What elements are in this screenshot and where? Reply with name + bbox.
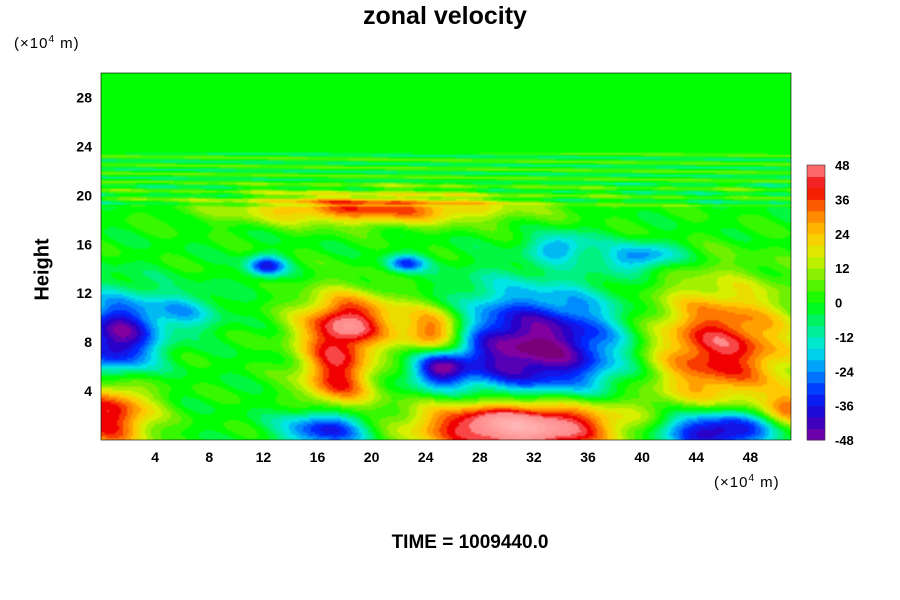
- x-tick-label: 24: [418, 449, 434, 465]
- colorbar-segment: [807, 336, 825, 349]
- colorbar-segment: [807, 245, 825, 258]
- colorbar-tick-labels: 48 36 24 12 0 -12 -24 -36 -48: [835, 158, 855, 448]
- colorbar-segment: [807, 428, 825, 441]
- colorbar-tick-label: -24: [835, 364, 855, 379]
- x-tick-label: 32: [526, 449, 542, 465]
- colorbar-segment: [807, 268, 825, 281]
- colorbar-segment: [807, 291, 825, 303]
- colorbar-tick-label: 12: [835, 261, 849, 276]
- colorbar-segment: [807, 233, 825, 246]
- colorbar-segment: [807, 371, 825, 384]
- x-tick-label: 20: [364, 449, 380, 465]
- y-tick-label: 20: [76, 187, 92, 203]
- x-tick-label: 16: [310, 449, 326, 465]
- colorbar-segment: [807, 176, 825, 189]
- colorbar-segment: [807, 165, 825, 177]
- colorbar-border: [806, 164, 826, 441]
- colorbar-segment: [807, 325, 825, 338]
- x-tick-labels: 4 8 12 16 20 24 28 32 36 40 44 48: [151, 449, 758, 465]
- chart-title: zonal velocity: [363, 2, 527, 30]
- x-tick-label: 48: [743, 449, 759, 465]
- time-label: TIME = 1009440.0: [391, 532, 549, 553]
- y-tick-label: 4: [84, 383, 92, 399]
- colorbar-segment: [807, 405, 825, 418]
- x-tick-label: 44: [689, 449, 705, 465]
- colorbar-segment: [807, 417, 825, 430]
- colorbar-segment: [807, 256, 825, 269]
- colorbar-tick-label: -48: [835, 433, 854, 448]
- colorbar-segment: [807, 348, 825, 361]
- x-axis-unit: (×104 m): [714, 473, 780, 491]
- y-tick-label: 16: [76, 236, 92, 252]
- colorbar-segment: [807, 199, 825, 212]
- y-axis-unit: (×104 m): [14, 34, 80, 52]
- y-tick-labels: 4 8 12 16 20 24 28: [76, 89, 92, 399]
- colorbar-segment: [807, 302, 825, 315]
- x-tick-label: 36: [580, 449, 596, 465]
- colorbar-tick-label: 36: [835, 192, 849, 207]
- y-tick-label: 24: [76, 138, 92, 154]
- colorbar-segment: [807, 187, 825, 200]
- y-tick-label: 12: [76, 285, 92, 301]
- colorbar-segment: [807, 222, 825, 235]
- colorbar-tick-label: -36: [835, 399, 854, 414]
- heatmap-field: [101, 73, 791, 440]
- colorbar-tick-label: 0: [835, 296, 842, 311]
- colorbar-segment: [807, 382, 825, 395]
- colorbar-segment: [807, 279, 825, 292]
- x-tick-label: 28: [472, 449, 488, 465]
- colorbar-tick-label: 48: [835, 158, 849, 173]
- x-tick-label: 40: [634, 449, 650, 465]
- plot-border: [100, 72, 792, 441]
- colorbar-segment: [807, 210, 825, 223]
- x-tick-label: 12: [256, 449, 272, 465]
- colorbar: [806, 164, 826, 441]
- colorbar-segment: [807, 359, 825, 372]
- colorbar-tick-label: -12: [835, 330, 854, 345]
- colorbar-segment: [807, 313, 825, 326]
- y-tick-label: 28: [76, 89, 92, 105]
- colorbar-segment: [807, 394, 825, 407]
- colorbar-tick-label: 24: [835, 227, 850, 242]
- y-tick-label: 8: [84, 334, 92, 350]
- x-tick-label: 4: [151, 449, 159, 465]
- x-tick-label: 8: [205, 449, 213, 465]
